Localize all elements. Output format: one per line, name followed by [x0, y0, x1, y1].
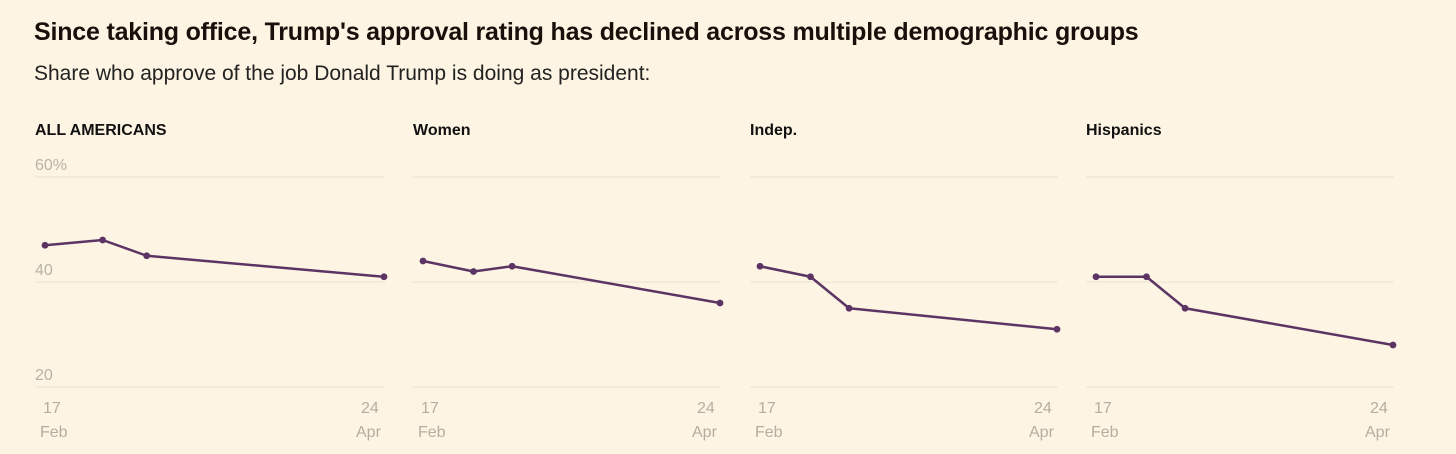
x-tick-label: Apr [1365, 424, 1391, 441]
x-tick-label: Apr [1029, 424, 1055, 441]
data-point [807, 273, 814, 281]
data-point [1181, 304, 1189, 312]
data-point [143, 252, 151, 260]
data-point [716, 299, 724, 307]
series-line [43, 238, 386, 278]
x-tick-label: 17 [1094, 400, 1112, 417]
x-tick-label: Feb [418, 424, 446, 441]
y-tick-label: 20 [35, 367, 53, 384]
data-point [1053, 325, 1061, 333]
data-point [470, 268, 477, 275]
data-point [756, 262, 764, 270]
x-tick-label: Feb [40, 424, 68, 441]
series-line [1094, 275, 1395, 347]
chart-subtitle: Share who approve of the job Donald Trum… [34, 62, 651, 85]
x-tick-label: Feb [1091, 424, 1119, 441]
x-tick-label: 17 [421, 400, 439, 417]
y-tick-label: 60% [35, 157, 67, 174]
panel-title-independents: Indep. [750, 122, 798, 139]
data-point [1092, 273, 1100, 281]
x-tick-label: 17 [758, 400, 776, 417]
data-point [1389, 341, 1397, 349]
x-tick-label: 24 [697, 400, 715, 417]
data-point [99, 236, 107, 244]
y-tick-label: 40 [35, 262, 53, 279]
x-tick-label: 24 [1370, 400, 1388, 417]
panel-title-hispanics: Hispanics [1086, 122, 1162, 139]
data-point [419, 257, 427, 265]
x-tick-label: Apr [356, 424, 382, 441]
data-point [380, 273, 388, 281]
x-tick-label: Feb [755, 424, 783, 441]
series-line [421, 259, 722, 305]
x-tick-label: 17 [43, 400, 61, 417]
data-point [41, 241, 49, 249]
x-tick-label: 24 [1034, 400, 1052, 417]
data-point [508, 262, 516, 270]
series-line [758, 265, 1059, 331]
chart-title: Since taking office, Trump's approval ra… [34, 18, 1139, 46]
x-tick-label: 24 [361, 400, 379, 417]
data-point [1143, 273, 1150, 281]
panel-title-all-americans: ALL AMERICANS [35, 122, 167, 139]
panel-title-women: Women [413, 122, 471, 139]
x-tick-label: Apr [692, 424, 718, 441]
data-point [845, 304, 853, 312]
